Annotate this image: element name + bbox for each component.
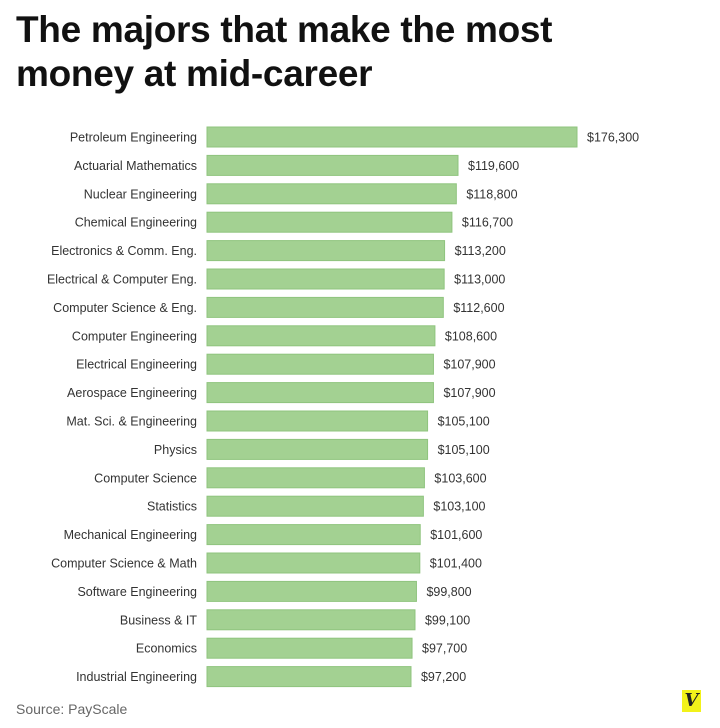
bar <box>206 410 429 432</box>
bar <box>206 268 445 290</box>
category-label: Industrial Engineering <box>76 670 197 684</box>
category-label: Statistics <box>147 500 197 514</box>
bar <box>206 666 412 688</box>
category-label: Business & IT <box>120 613 197 627</box>
category-label: Physics <box>154 443 197 457</box>
category-label: Computer Science & Math <box>51 557 197 571</box>
chart-title: The majors that make the most money at m… <box>16 8 552 96</box>
data-label: $105,100 <box>438 415 490 429</box>
data-label: $112,600 <box>453 301 504 315</box>
category-label: Economics <box>136 642 197 656</box>
bar <box>206 495 424 517</box>
data-label: $108,600 <box>445 329 497 343</box>
data-label: $113,000 <box>454 273 505 287</box>
data-label: $97,200 <box>421 670 466 684</box>
category-label: Aerospace Engineering <box>67 386 197 400</box>
data-label: $99,800 <box>426 585 471 599</box>
data-label: $119,600 <box>468 159 519 173</box>
data-label: $101,600 <box>430 528 482 542</box>
data-label: $97,700 <box>422 642 467 656</box>
bar <box>206 382 434 404</box>
bar <box>206 609 416 631</box>
bar <box>206 154 459 176</box>
bar <box>206 552 421 574</box>
data-label: $99,100 <box>425 613 470 627</box>
data-label: $107,900 <box>443 358 495 372</box>
category-label: Computer Engineering <box>72 329 197 343</box>
bar <box>206 183 457 205</box>
category-label: Petroleum Engineering <box>70 131 197 145</box>
category-label: Computer Science & Eng. <box>53 301 197 315</box>
category-label: Electrical & Computer Eng. <box>47 273 197 287</box>
bar <box>206 467 425 489</box>
data-label: $103,100 <box>433 500 485 514</box>
category-label: Actuarial Mathematics <box>74 159 197 173</box>
bar <box>206 353 434 375</box>
data-label: $105,100 <box>438 443 490 457</box>
data-label: $107,900 <box>443 386 495 400</box>
bar <box>206 126 578 148</box>
bar <box>206 211 453 233</box>
bar <box>206 438 429 460</box>
bar <box>206 240 446 262</box>
source-note: Source: PayScale <box>16 701 128 717</box>
category-label: Computer Science <box>94 471 197 485</box>
data-label: $103,600 <box>434 471 486 485</box>
title-line-1: The majors that make the most <box>16 9 553 50</box>
bar <box>206 296 444 318</box>
category-label: Chemical Engineering <box>75 216 197 230</box>
bar <box>206 637 413 659</box>
category-label: Mat. Sci. & Engineering <box>66 415 197 429</box>
category-label: Electronics & Comm. Eng. <box>51 244 197 258</box>
category-label: Software Engineering <box>77 585 197 599</box>
bar <box>206 524 421 546</box>
bar <box>206 325 436 347</box>
data-label: $101,400 <box>430 557 482 571</box>
category-label: Nuclear Engineering <box>84 187 197 201</box>
bar <box>206 580 417 602</box>
data-label: $118,800 <box>466 187 517 201</box>
vox-logo: V <box>682 690 701 712</box>
data-label: $113,200 <box>455 244 506 258</box>
category-label: Electrical Engineering <box>76 358 197 372</box>
data-label: $176,300 <box>587 131 639 145</box>
category-label: Mechanical Engineering <box>64 528 197 542</box>
title-line-2: money at mid-career <box>16 53 373 94</box>
data-label: $116,700 <box>462 216 513 230</box>
